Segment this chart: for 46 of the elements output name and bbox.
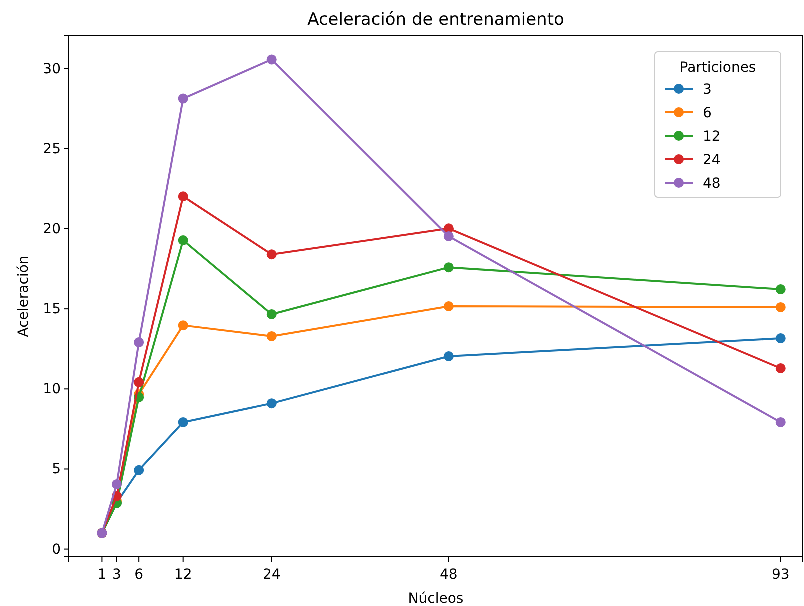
y-tick-label: 25	[43, 141, 61, 158]
x-tick-label: 12	[174, 567, 192, 583]
point	[112, 479, 122, 490]
point	[776, 284, 786, 295]
x-tick-label: 6	[134, 567, 144, 583]
y-axis-title: Aceleración	[16, 256, 32, 338]
x-tick-label: 93	[772, 567, 790, 583]
x-tick-label: 1	[98, 567, 107, 583]
point	[444, 351, 454, 362]
point	[178, 192, 188, 202]
legend-title: Particiones	[680, 60, 756, 76]
point	[776, 334, 786, 344]
point	[266, 331, 277, 342]
point	[266, 54, 277, 65]
legend-label: 6	[703, 106, 712, 122]
point	[266, 250, 277, 260]
legend-label: 12	[703, 129, 721, 145]
point	[134, 338, 144, 348]
y-tick-label: 15	[43, 302, 61, 318]
point	[776, 302, 786, 312]
y-tick-label: 30	[43, 61, 61, 78]
y-tick-label: 20	[43, 221, 61, 238]
point	[776, 363, 786, 374]
point	[178, 94, 188, 104]
point	[266, 398, 277, 409]
legend-label: 3	[703, 82, 712, 98]
point	[134, 465, 144, 476]
point	[776, 417, 786, 428]
point	[444, 302, 454, 312]
y-tick-label: 0	[52, 542, 61, 558]
legend-label: 48	[703, 176, 721, 192]
point	[178, 417, 188, 428]
point	[178, 236, 188, 246]
x-axis-title: Núcleos	[408, 591, 464, 606]
y-tick-label: 10	[43, 382, 61, 398]
point	[134, 377, 144, 388]
point	[444, 232, 454, 242]
point	[266, 310, 277, 320]
x-tick-label: 24	[262, 567, 281, 583]
point	[444, 262, 454, 273]
point	[178, 320, 188, 331]
y-tick-label: 5	[52, 462, 61, 478]
x-tick-label: 3	[112, 567, 122, 583]
x-tick-label: 48	[440, 567, 458, 583]
legend-label: 24	[703, 152, 721, 168]
chart-title: Aceleración de entrenamiento	[308, 10, 564, 30]
